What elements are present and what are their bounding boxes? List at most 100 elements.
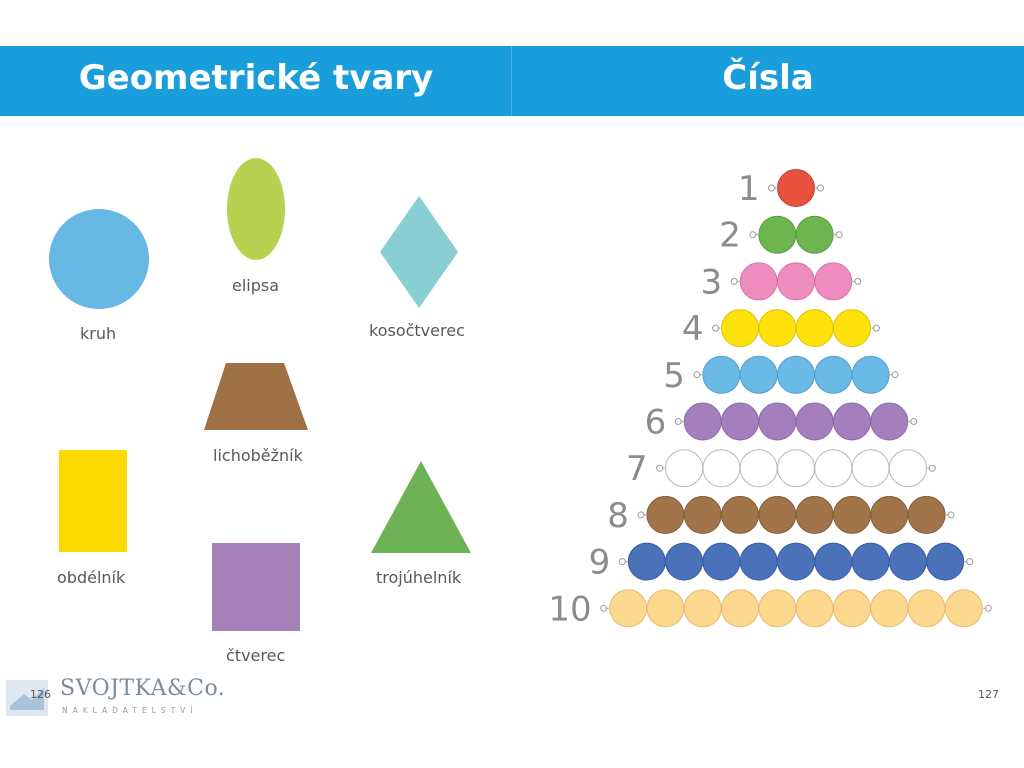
- label-kruh: kruh: [80, 324, 117, 343]
- rectangle-shape: [59, 450, 127, 552]
- bead: [739, 542, 778, 581]
- bead: [739, 355, 778, 394]
- bead: [683, 402, 722, 441]
- number-label-10: 10: [548, 589, 591, 629]
- section-title-geometric-shapes: Geometrické tvary: [78, 58, 434, 98]
- bead-stairs: 1 2 3 4 5 6 7 8 9 10: [548, 169, 992, 629]
- bead-wire-loop: [910, 418, 918, 425]
- bead-wire-loop: [854, 277, 862, 285]
- bead: [665, 542, 704, 581]
- bead: [627, 542, 666, 581]
- label-lichobeznik: lichoběžník: [213, 446, 303, 465]
- label-elipsa: elipsa: [232, 276, 280, 295]
- number-label-8: 8: [607, 496, 629, 536]
- bead: [758, 495, 797, 534]
- number-label-9: 9: [589, 543, 611, 583]
- bead-wire-loop: [693, 371, 701, 379]
- bead-row-7: 7: [626, 449, 936, 489]
- bead-wire-loop: [891, 371, 899, 379]
- page-number-left: 126: [30, 688, 51, 701]
- number-label-6: 6: [645, 403, 667, 443]
- bead: [721, 589, 760, 628]
- bead: [777, 449, 815, 488]
- bead: [832, 589, 871, 628]
- bead-wire-loop: [618, 558, 626, 566]
- bead-row-5: 5: [663, 355, 899, 396]
- rhombus-shape: [380, 196, 458, 308]
- bead: [795, 495, 834, 534]
- bead: [702, 355, 741, 394]
- bead: [646, 495, 685, 534]
- publisher-name: SVOJTKA&Co.: [60, 676, 226, 701]
- bead: [832, 402, 871, 441]
- publisher-subtitle: NAKLADATELSTVÍ: [62, 706, 198, 715]
- bead: [683, 495, 722, 534]
- bead-wire-loop: [984, 604, 992, 612]
- bead-wire-loop: [768, 184, 775, 192]
- bead-wire-loop: [637, 511, 645, 519]
- bead: [777, 262, 815, 301]
- bead-row-6: 6: [645, 402, 918, 443]
- number-label-2: 2: [719, 216, 741, 256]
- bead: [721, 495, 760, 534]
- bead: [739, 449, 778, 488]
- bead: [870, 589, 909, 628]
- bead: [702, 542, 741, 581]
- bead: [870, 495, 909, 534]
- label-trojuhelnik: trojúhelník: [376, 568, 462, 587]
- bead: [907, 495, 946, 534]
- ellipse-shape: [227, 158, 285, 260]
- bead: [814, 542, 853, 581]
- label-obdelnik: obdélník: [57, 568, 126, 587]
- bead: [777, 542, 815, 581]
- bead: [944, 589, 983, 628]
- bead-row-8: 8: [607, 495, 955, 536]
- bead: [739, 262, 778, 301]
- bead: [758, 402, 797, 441]
- bead-wire-loop: [712, 324, 720, 332]
- bead: [814, 262, 853, 301]
- number-label-1: 1: [738, 169, 760, 209]
- bead: [851, 449, 890, 488]
- bead-row-9: 9: [589, 542, 974, 583]
- bead: [907, 589, 946, 628]
- bead: [646, 589, 685, 628]
- bead-wire-loop: [749, 231, 757, 239]
- section-title-numbers: Čísla: [722, 58, 814, 98]
- square-shape: [212, 543, 300, 631]
- bead-wire-loop: [817, 184, 824, 192]
- bead-wire-loop: [872, 324, 880, 332]
- bead-wire-loop: [656, 464, 664, 472]
- bead: [926, 542, 965, 581]
- bead: [795, 309, 834, 348]
- bead-row-10: 10: [548, 589, 992, 629]
- bead: [795, 589, 834, 628]
- label-kosoctverec: kosočtverec: [369, 321, 465, 340]
- bead: [609, 589, 648, 628]
- bead: [870, 402, 909, 441]
- bead: [777, 355, 815, 394]
- bead: [665, 449, 704, 488]
- header-bar: Geometrické tvary Čísla: [0, 46, 1024, 116]
- bead: [721, 402, 760, 441]
- bead-wire-loop: [928, 464, 936, 472]
- number-label-4: 4: [682, 309, 704, 349]
- bead: [851, 355, 890, 394]
- bead: [758, 589, 797, 628]
- bead: [814, 449, 853, 488]
- circle-shape: [49, 209, 149, 309]
- number-label-7: 7: [626, 449, 648, 489]
- number-label-5: 5: [663, 356, 685, 396]
- bead: [721, 309, 760, 348]
- bead: [832, 495, 871, 534]
- label-ctverec: čtverec: [226, 646, 286, 665]
- bead: [888, 449, 927, 488]
- bead-row-1: 1: [738, 169, 824, 209]
- bead-wire-loop: [730, 277, 738, 285]
- trapezoid-shape: [204, 363, 308, 430]
- number-label-3: 3: [701, 262, 723, 302]
- bead: [888, 542, 927, 581]
- page-number-right: 127: [978, 688, 999, 701]
- bead: [795, 215, 834, 254]
- bead-row-2: 2: [719, 215, 843, 256]
